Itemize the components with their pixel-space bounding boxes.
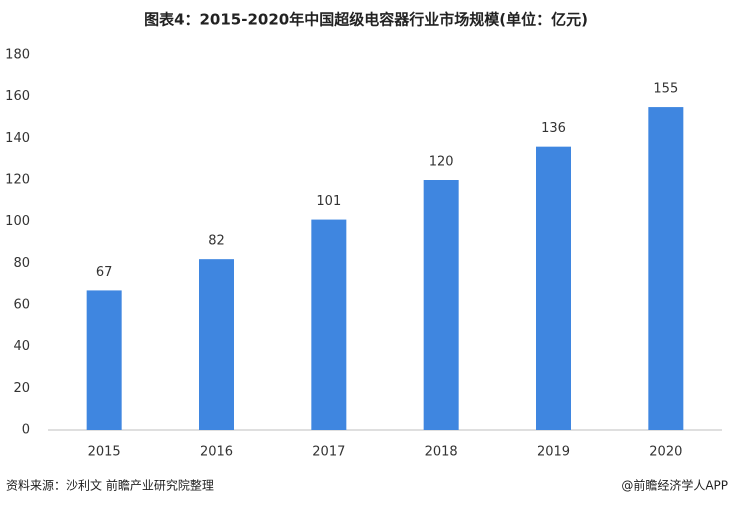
y-tick-label: 160 — [5, 89, 30, 104]
value-label: 136 — [541, 121, 566, 136]
bar — [86, 290, 122, 430]
x-tick-label: 2018 — [425, 445, 458, 460]
y-tick-label: 80 — [13, 256, 30, 271]
bar — [536, 146, 571, 430]
x-tick-label: 2017 — [312, 445, 345, 460]
value-label: 82 — [208, 234, 225, 249]
y-tick-label: 40 — [13, 339, 30, 354]
y-tick-label: 100 — [5, 214, 30, 229]
bar — [199, 259, 234, 430]
x-tick-label: 2019 — [537, 445, 570, 460]
y-tick-label: 20 — [13, 381, 30, 396]
y-tick-label: 140 — [5, 131, 30, 146]
x-tick-label: 2015 — [88, 445, 121, 460]
x-tick-label: 2020 — [649, 445, 682, 460]
y-tick-label: 120 — [5, 173, 30, 188]
value-label: 101 — [316, 194, 341, 209]
x-tick-label: 2016 — [200, 445, 233, 460]
y-tick-label: 180 — [5, 48, 30, 63]
y-tick-label: 0 — [22, 423, 30, 438]
chart-title: 图表4：2015-2020年中国超级电容器行业市场规模(单位：亿元) — [144, 11, 588, 29]
bar — [423, 180, 459, 430]
source-note: 资料来源：沙利文 前瞻产业研究院整理 — [6, 478, 214, 493]
bar — [648, 107, 684, 430]
value-label: 155 — [653, 82, 678, 97]
value-label: 120 — [429, 155, 454, 170]
bar — [311, 219, 347, 430]
y-tick-label: 60 — [13, 298, 30, 313]
value-label: 67 — [96, 265, 113, 280]
credit: @前瞻经济学人APP — [621, 478, 728, 493]
